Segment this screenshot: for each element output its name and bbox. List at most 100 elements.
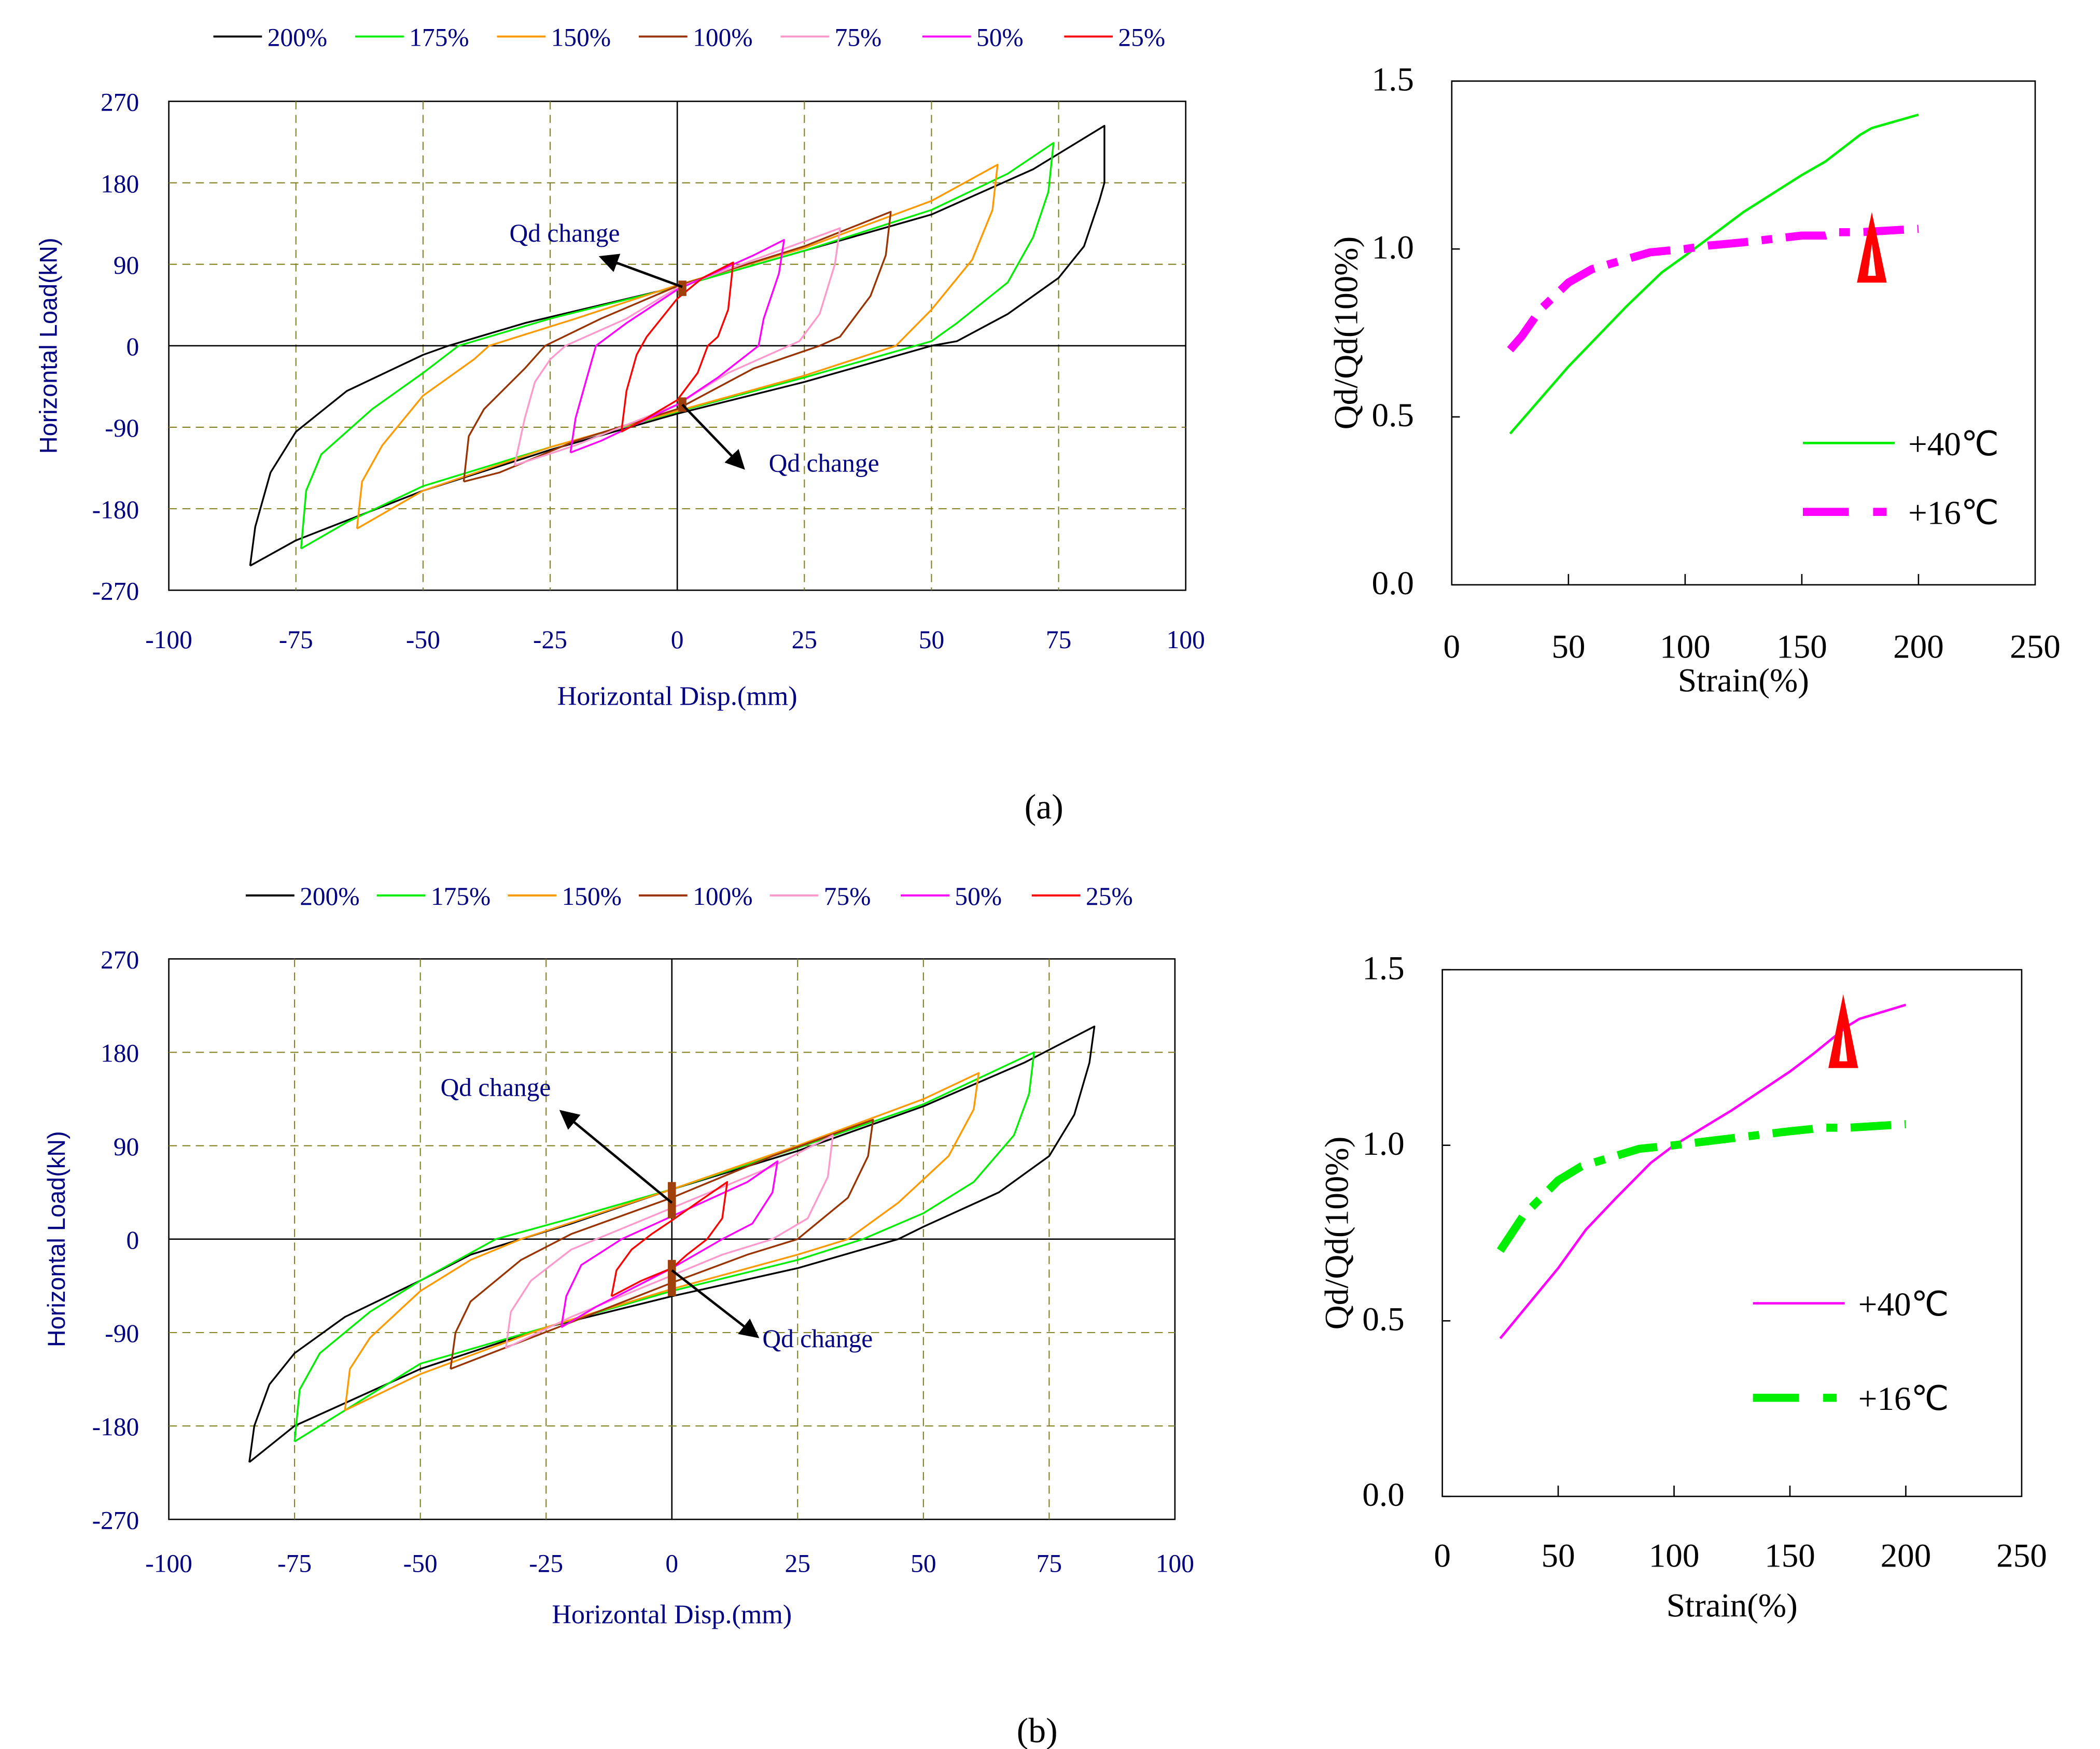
- plot-area: [1451, 80, 2036, 586]
- series-100-line: [450, 1118, 874, 1370]
- y-tick-label: 90: [114, 251, 139, 279]
- series-40-line: [1499, 1003, 1907, 1339]
- series-150-line: [356, 163, 999, 529]
- y-tick-label: 1.5: [1372, 61, 1414, 99]
- series-100-line: [463, 211, 892, 483]
- legend-label: 150%: [551, 23, 611, 52]
- legend-label: 200%: [268, 23, 327, 52]
- caption-a: (a): [1025, 787, 1063, 826]
- y-tick-label: 0: [127, 1226, 139, 1254]
- y-tick-label: 90: [114, 1132, 139, 1161]
- x-axis-title: Horizontal Disp.(mm): [552, 1600, 792, 1630]
- x-tick-label: 100: [1649, 1537, 1700, 1574]
- y-tick-label: -180: [92, 495, 139, 524]
- x-axis-title: Strain(%): [1678, 662, 1809, 699]
- legend-label: 150%: [562, 882, 621, 911]
- legend-label: 75%: [835, 23, 882, 52]
- legend-label: 175%: [409, 23, 469, 52]
- series-16-line: [1496, 1120, 1906, 1253]
- qd-change-mark: [667, 1182, 676, 1219]
- y-tick-label: 0.0: [1362, 1476, 1404, 1514]
- legend-label: 25%: [1118, 23, 1166, 52]
- x-tick-label: 50: [1551, 628, 1585, 665]
- caption-b: (b): [1017, 1711, 1058, 1749]
- x-tick-label: -25: [529, 1549, 563, 1578]
- x-tick-label: 75: [1046, 625, 1071, 654]
- series-50-line: [569, 239, 785, 454]
- x-tick-label: -50: [406, 625, 440, 654]
- x-tick-label: 150: [1776, 628, 1827, 665]
- y-tick-label: 0.0: [1372, 565, 1414, 602]
- y-tick-label: 180: [101, 1039, 139, 1068]
- red-triangle-marker-icon: [1857, 212, 1887, 283]
- x-tick-label: 0: [1444, 628, 1461, 665]
- annotation-arrow: [681, 403, 745, 470]
- x-axis-title: Strain(%): [1667, 1587, 1798, 1625]
- y-tick-label: 1.0: [1362, 1125, 1404, 1163]
- y-axis-title: Qd/Qd(100%): [1328, 236, 1365, 430]
- legend-label: +16℃: [1858, 1380, 1949, 1418]
- x-tick-label: 50: [919, 625, 944, 654]
- x-tick-label: -75: [279, 625, 313, 654]
- chart-a-qd-ratio: 0 50 100 150 200 250 1.5 1.0 0.5 0.0 Strain(%) Qd/Q…: [1328, 61, 2061, 699]
- x-tick-label: 0: [671, 625, 684, 654]
- y-tick-label: -90: [105, 414, 139, 442]
- y-tick-label: 0: [127, 332, 139, 361]
- x-tick-label: 0: [665, 1549, 678, 1578]
- legend-label: 50%: [955, 882, 1002, 911]
- x-tick-label: 25: [785, 1549, 810, 1578]
- series-200-line: [248, 1025, 1096, 1463]
- y-tick-label: -270: [92, 577, 139, 605]
- chart-b-hysteresis: -100 -75 -50 -25 0 25 50 75 100 270 180 90 0 -90 -180 -…: [43, 882, 1194, 1630]
- legend-label: 25%: [1086, 882, 1133, 911]
- x-tick-label: 75: [1037, 1549, 1062, 1578]
- x-tick-label: 25: [792, 625, 817, 654]
- annotation-arrow: [671, 1269, 760, 1338]
- y-axis-title: Horizontal Load(kN): [35, 237, 62, 454]
- x-tick-label: 200: [1893, 628, 1944, 665]
- legend-label: +16℃: [1908, 495, 1999, 532]
- qd-change-mark: [667, 1260, 676, 1296]
- x-tick-label: -100: [145, 1549, 192, 1578]
- series-200-line: [249, 124, 1105, 567]
- x-tick-label: -50: [403, 1549, 438, 1578]
- y-axis-title: Horizontal Load(kN): [43, 1131, 70, 1347]
- red-triangle-marker-icon: [1828, 994, 1858, 1068]
- y-tick-label: -270: [92, 1506, 139, 1534]
- annotation-label: Qd change: [510, 219, 620, 247]
- x-tick-label: 150: [1765, 1537, 1815, 1574]
- series-175-line: [293, 1051, 1035, 1443]
- annotation-label: Qd change: [769, 449, 879, 478]
- annotation-label: Qd change: [440, 1073, 551, 1101]
- x-tick-label: 100: [1156, 1549, 1194, 1578]
- legend-label: 50%: [976, 23, 1024, 52]
- x-tick-label: 100: [1660, 628, 1711, 665]
- y-tick-label: 270: [101, 946, 139, 974]
- x-tick-label: -25: [533, 625, 567, 654]
- qd-change-mark: [678, 281, 687, 296]
- plot-area: [1441, 969, 2023, 1498]
- legend-label: +40℃: [1858, 1286, 1949, 1323]
- x-tick-label: 250: [2010, 628, 2061, 665]
- series-40-line: [1509, 113, 1919, 435]
- annotation-arrow: [559, 1110, 673, 1204]
- series-25-line: [620, 261, 734, 433]
- x-tick-label: 250: [1996, 1537, 2047, 1574]
- legend-label: 75%: [824, 882, 871, 911]
- y-tick-label: 270: [101, 88, 139, 117]
- legend-label: 100%: [693, 882, 752, 911]
- legend-label: 200%: [300, 882, 359, 911]
- x-tick-label: 50: [911, 1549, 936, 1578]
- y-tick-label: 0.5: [1362, 1301, 1404, 1338]
- y-tick-label: 1.5: [1362, 949, 1404, 987]
- y-tick-label: -90: [105, 1319, 139, 1348]
- y-tick-label: 180: [101, 170, 139, 198]
- x-axis-title: Horizontal Disp.(mm): [557, 682, 797, 711]
- legend-label: 175%: [431, 882, 491, 911]
- x-tick-label: 0: [1434, 1537, 1451, 1574]
- chart-b-qd-ratio: 0 50 100 150 200 250 1.5 1.0 0.5 0.0 Strain(%) Qd/Q…: [1318, 949, 2047, 1624]
- x-tick-label: 200: [1881, 1537, 1931, 1574]
- x-tick-label: 100: [1167, 625, 1205, 654]
- x-tick-label: -100: [145, 625, 192, 654]
